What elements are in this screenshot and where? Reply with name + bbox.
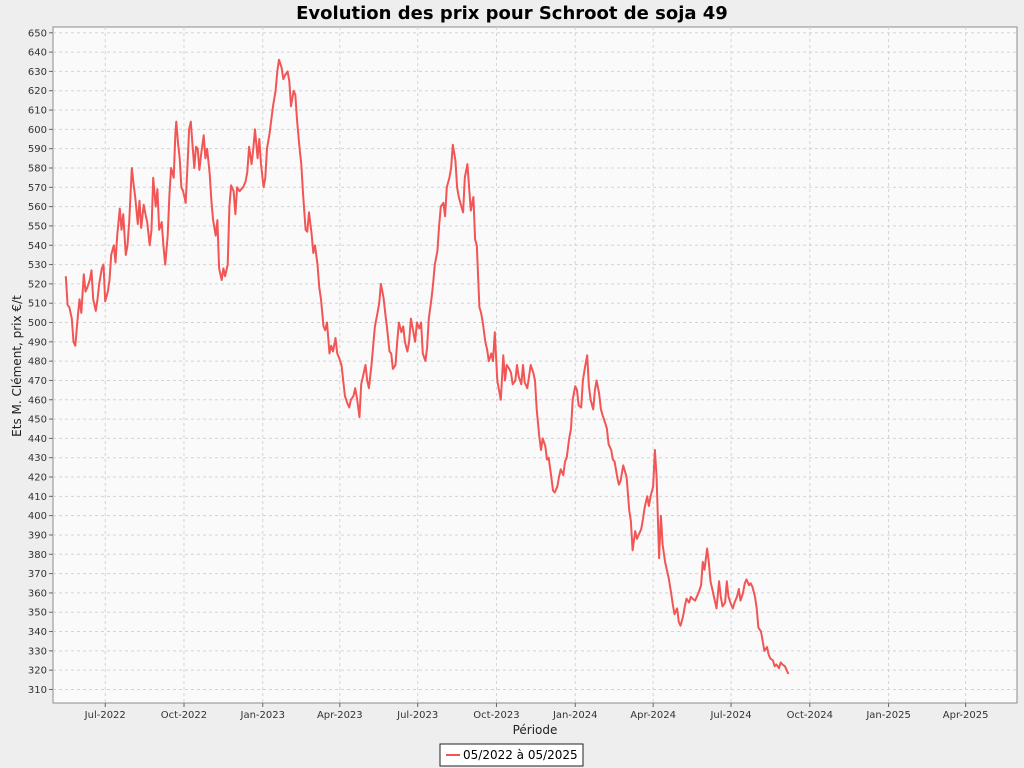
y-tick-label: 580 [28,163,47,174]
x-tick-label: Jan-2025 [865,710,910,721]
y-tick-label: 570 [28,183,47,194]
y-tick-label: 420 [28,473,47,484]
legend-box [439,743,584,767]
y-tick-label: 490 [28,337,47,348]
y-tick-label: 310 [28,685,47,696]
y-tick-label: 320 [28,666,47,677]
x-tick-label: Apr-2025 [943,710,989,721]
y-tick-label: 460 [28,395,47,406]
x-tick-label: Jul-2024 [709,710,751,721]
y-axis: 310 320 330 340 350 360 370 380 390 400 410 420 430 4… [28,28,53,696]
y-tick-label: 550 [28,221,47,232]
y-tick-label: 440 [28,434,47,445]
y-tick-label: 350 [28,608,47,619]
y-tick-label: 390 [28,530,47,541]
y-tick-label: 500 [28,318,47,329]
y-tick-label: 560 [28,202,47,213]
x-tick-label: Jan-2023 [240,710,285,721]
y-tick-label: 520 [28,279,47,290]
plot-area [52,26,1018,704]
x-tick-label: Oct-2022 [161,710,207,721]
x-tick-label: Jan-2024 [552,710,597,721]
y-tick-label: 610 [28,106,47,117]
y-tick-label: 360 [28,588,47,599]
y-tick-label: 640 [28,48,47,59]
x-axis: Jul-2022 Oct-2022 Jan-2023 Apr-2023 Jul-2023… [84,703,989,721]
y-tick-label: 430 [28,453,47,464]
x-tick-label: Jul-2022 [84,710,126,721]
y-tick-label: 540 [28,241,47,252]
y-tick-label: 380 [28,550,47,561]
x-tick-label: Apr-2023 [317,710,363,721]
y-tick-label: 400 [28,511,47,522]
series-layer [64,58,790,675]
series-line [64,58,790,675]
y-tick-label: 620 [28,86,47,97]
y-tick-label: 410 [28,492,47,503]
y-tick-label: 470 [28,376,47,387]
x-tick-label: Apr-2024 [630,710,676,721]
y-tick-label: 590 [28,144,47,155]
y-tick-label: 450 [28,415,47,426]
y-axis-label: Ets M. Clément, prix €/t [10,295,24,437]
x-tick-label: Oct-2024 [787,710,833,721]
x-tick-label: Jul-2023 [396,710,438,721]
y-tick-label: 650 [28,28,47,39]
y-tick-label: 370 [28,569,47,580]
y-tick-label: 340 [28,627,47,638]
y-tick-label: 600 [28,125,47,136]
chart-title: Evolution des prix pour Schroot de soja … [296,3,728,24]
y-tick-label: 510 [28,299,47,310]
y-tick-label: 530 [28,260,47,271]
y-tick-label: 330 [28,646,47,657]
legend: 05/2022 à 05/2025 [439,743,584,767]
legend-label: 05/2022 à 05/2025 [463,748,578,762]
x-axis-label: Période [513,723,558,737]
x-tick-label: Oct-2023 [473,710,519,721]
y-tick-label: 480 [28,357,47,368]
y-tick-label: 630 [28,67,47,78]
